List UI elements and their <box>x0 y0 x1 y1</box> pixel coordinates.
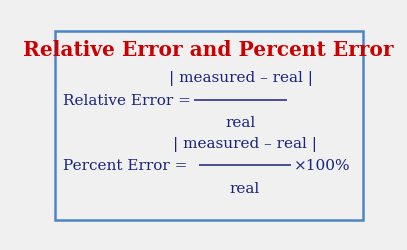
Text: Percent Error =: Percent Error = <box>63 159 193 173</box>
Text: | measured – real |: | measured – real | <box>169 71 313 86</box>
Text: | measured – real |: | measured – real | <box>173 136 317 151</box>
Text: Relative Error and Percent Error: Relative Error and Percent Error <box>23 40 394 60</box>
Text: ×100%: ×100% <box>294 159 351 173</box>
FancyBboxPatch shape <box>55 32 363 220</box>
Text: Relative Error =: Relative Error = <box>63 93 196 107</box>
Text: real: real <box>226 116 256 129</box>
Text: real: real <box>230 181 260 195</box>
